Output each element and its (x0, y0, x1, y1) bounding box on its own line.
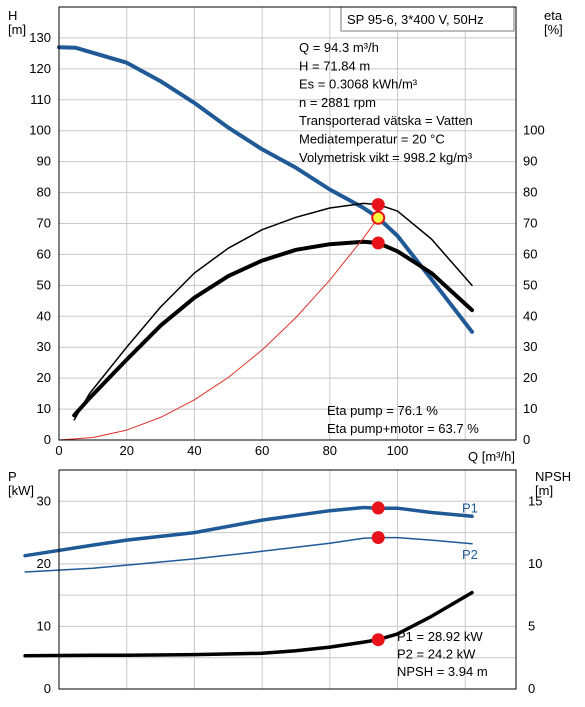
h-tick-label: 50 (37, 277, 51, 292)
npsh-tick-label: 15 (528, 493, 542, 508)
eta-pump-curve (73, 202, 473, 421)
p-tick-label: 0 (44, 681, 51, 696)
x-tick-label: 0 (55, 443, 62, 458)
efficiency-line: Eta pump = 76.1 % (327, 403, 438, 418)
duty-point-marker (371, 210, 386, 225)
top-markers (371, 198, 386, 250)
p-tick-label: 20 (37, 556, 51, 571)
series-label-p2: P2 (462, 547, 478, 562)
p-tick-label: 30 (37, 493, 51, 508)
efficiency-info: Eta pump = 76.1 % Eta pump+motor = 63.7 % (327, 403, 479, 436)
eta-tick-label: 70 (523, 216, 537, 231)
info-line: n = 2881 rpm (299, 95, 376, 110)
p-tick-label: 10 (37, 618, 51, 633)
info-line: Mediatemperatur = 20 °C (299, 132, 445, 147)
series-label-p1: P1 (462, 500, 478, 515)
operating-point-info: Q = 94.3 m³/h H = 71.84 m Es = 0.3068 kWh/… (299, 40, 473, 165)
h-tick-label: 120 (29, 61, 51, 76)
bottom-plot-frame (58, 469, 517, 690)
top-series (57, 45, 474, 441)
h-tick-label: 90 (37, 154, 51, 169)
top-grid (58, 7, 516, 440)
h-tick-label: 130 (29, 30, 51, 45)
chart-title: SP 95-6, 3*400 V, 50Hz (347, 12, 484, 27)
x-tick-label: 40 (187, 443, 201, 458)
npsh-tick-label: 5 (528, 618, 535, 633)
npsh-tick-label: 0 (528, 681, 535, 696)
p-axis-label: P [kW] (8, 469, 34, 498)
eta-axis-label: eta [%] (544, 8, 563, 37)
h-tick-label: 0 (44, 432, 51, 447)
h-tick-label: 100 (29, 123, 51, 138)
duty-point-marker (371, 236, 385, 250)
duty-point-marker (371, 198, 385, 212)
head-curve (57, 45, 474, 334)
q-axis-label: Q [m³/h] (468, 449, 515, 464)
h-axis-label: H [m] (8, 8, 26, 37)
power-info: P1 = 28.92 kW P2 = 24.2 kW NPSH = 3.94 m (397, 629, 488, 679)
eta-tick-label: 10 (523, 401, 537, 416)
h-tick-label: 110 (30, 92, 51, 107)
eta-pump-motor-curve (72, 239, 474, 418)
x-tick-label: 60 (255, 443, 269, 458)
info-line: Volymetrisk vikt = 998.2 kg/m³ (299, 150, 473, 165)
duty-point-marker (371, 633, 385, 647)
x-tick-label: 100 (387, 443, 409, 458)
h-tick-label: 20 (37, 370, 51, 385)
eta-tick-label: 20 (523, 370, 537, 385)
top-plot-frame (58, 6, 517, 441)
info-line: Transporterad vätska = Vatten (299, 113, 473, 128)
eta-tick-label: 90 (523, 154, 537, 169)
p2-curve (24, 536, 473, 573)
h-tick-label: 10 (37, 401, 51, 416)
npsh-axis-label: NPSH [m] (535, 469, 571, 498)
eta-tick-label: 80 (523, 185, 537, 200)
duty-point-marker (371, 501, 385, 515)
duty-point-marker (371, 531, 385, 545)
bottom-tick-labels: 0 10 20 30 0 5 10 15 (37, 493, 543, 696)
info-line: Es = 0.3068 kWh/m³ (299, 77, 418, 92)
h-tick-label: 60 (37, 246, 51, 261)
bottom-series (23, 505, 474, 658)
h-tick-label: 70 (37, 216, 51, 231)
power-info-line: P1 = 28.92 kW (397, 629, 483, 644)
info-line: H = 71.84 m (299, 58, 370, 73)
info-line: Q = 94.3 m³/h (299, 40, 379, 55)
x-tick-label: 20 (119, 443, 133, 458)
system-curve (58, 217, 379, 441)
eta-tick-label: 60 (523, 246, 537, 261)
h-tick-label: 40 (37, 308, 51, 323)
efficiency-line: Eta pump+motor = 63.7 % (327, 421, 479, 436)
power-info-line: P2 = 24.2 kW (397, 647, 476, 662)
h-tick-label: 30 (37, 339, 51, 354)
x-tick-label: 80 (323, 443, 337, 458)
h-tick-label: 80 (37, 185, 51, 200)
eta-tick-label: 100 (523, 123, 545, 138)
title-box (340, 6, 515, 32)
power-info-line: NPSH = 3.94 m (397, 664, 488, 679)
eta-tick-label: 0 (523, 432, 530, 447)
bottom-series-labels: P1 P2 (462, 500, 478, 562)
p1-curve (23, 505, 474, 558)
top-tick-labels: 0 20 40 60 80 1000102030405060708090100110120… (29, 30, 544, 458)
npsh-tick-label: 10 (528, 556, 542, 571)
eta-tick-label: 50 (523, 277, 537, 292)
npsh-curve (23, 590, 474, 658)
bottom-markers (371, 501, 385, 647)
eta-tick-label: 30 (523, 339, 537, 354)
eta-tick-label: 40 (523, 308, 537, 323)
